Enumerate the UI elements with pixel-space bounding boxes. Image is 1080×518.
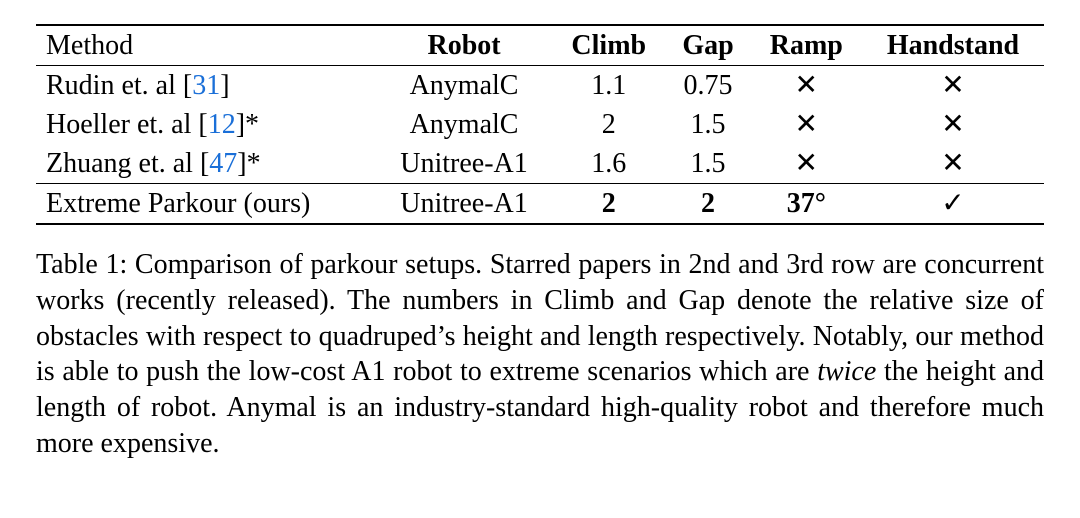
table-caption: Table 1: Comparison of parkour setups. S… [36,247,1044,462]
page-root: Method Robot Climb Gap Ramp Handstand Ru… [0,0,1080,518]
cell-handstand: ✕ [862,105,1044,144]
cell-climb: 1.6 [552,144,665,184]
method-suffix: * [245,109,259,140]
comparison-table: Method Robot Climb Gap Ramp Handstand Ru… [36,24,1044,225]
cell-method: Zhuang et. al [47]* [36,144,376,184]
col-header-climb: Climb [552,25,665,66]
cell-ramp: ✕ [751,66,862,106]
cell-ramp: 37° [751,184,862,225]
cell-climb: 2 [552,105,665,144]
table-row: Extreme Parkour (ours) Unitree-A1 2 2 37… [36,184,1044,225]
col-header-method: Method [36,25,376,66]
cell-handstand: ✕ [862,66,1044,106]
cite-close: ] [220,70,229,101]
cell-gap: 1.5 [665,105,750,144]
table-header-row: Method Robot Climb Gap Ramp Handstand [36,25,1044,66]
table-row: Zhuang et. al [47]* Unitree-A1 1.6 1.5 ✕… [36,144,1044,184]
table-row: Rudin et. al [31] AnymalC 1.1 0.75 ✕ ✕ [36,66,1044,106]
cell-robot: AnymalC [376,105,552,144]
cite-number: 47 [209,148,237,179]
table-row: Hoeller et. al [12]* AnymalC 2 1.5 ✕ ✕ [36,105,1044,144]
col-header-robot: Robot [376,25,552,66]
cite-open: [ [183,70,192,101]
caption-text-italic: twice [817,356,876,387]
cite-close: ] [237,148,246,179]
cell-ramp: ✕ [751,105,862,144]
cell-climb: 2 [552,184,665,225]
cell-gap: 0.75 [665,66,750,106]
cite-number: 12 [208,109,236,140]
method-name: Hoeller et. al [46,109,198,140]
cell-handstand: ✕ [862,144,1044,184]
cell-handstand: ✓ [862,184,1044,225]
cell-method: Rudin et. al [31] [36,66,376,106]
cell-method: Extreme Parkour (ours) [36,184,376,225]
cell-robot: AnymalC [376,66,552,106]
cell-gap: 1.5 [665,144,750,184]
cite-open: [ [200,148,209,179]
col-header-ramp: Ramp [751,25,862,66]
cell-robot: Unitree-A1 [376,144,552,184]
cite-number: 31 [192,70,220,101]
cite-open: [ [198,109,207,140]
method-name: Rudin et. al [46,70,183,101]
cell-climb: 1.1 [552,66,665,106]
cell-gap: 2 [665,184,750,225]
caption-label: Table 1: [36,249,127,280]
col-header-handstand: Handstand [862,25,1044,66]
method-name: Zhuang et. al [46,148,200,179]
cell-method: Hoeller et. al [12]* [36,105,376,144]
cite-close: ] [236,109,245,140]
cell-robot: Unitree-A1 [376,184,552,225]
method-name: Extreme Parkour (ours) [46,188,310,219]
col-header-gap: Gap [665,25,750,66]
cell-ramp: ✕ [751,144,862,184]
method-suffix: * [247,148,261,179]
